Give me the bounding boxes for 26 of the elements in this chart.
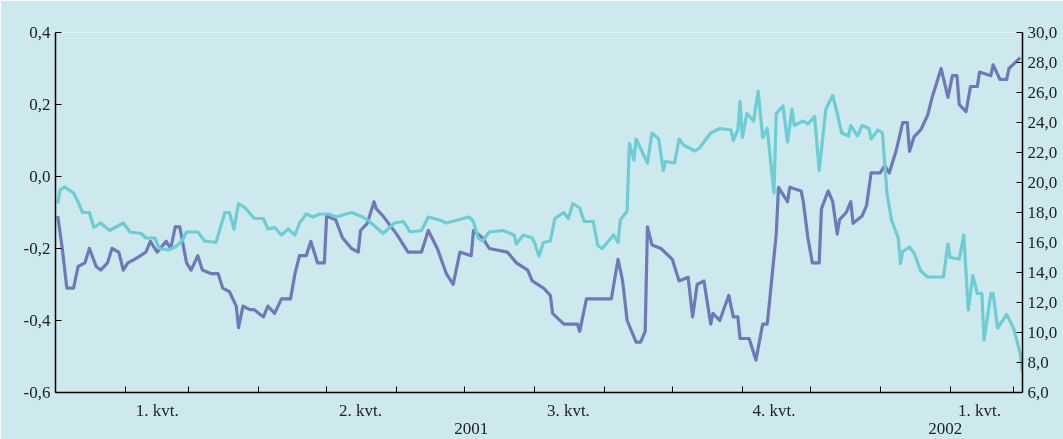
y2-tick-label: 14,0 [1027,263,1058,282]
y-tick-label: 0,2 [29,95,51,114]
y2-tick-label: 16,0 [1027,233,1058,252]
text: 2001 [454,418,489,438]
y-tick-label: -0,2 [23,239,51,258]
y2-tick-label: 26,0 [1027,83,1058,102]
x-tick-label: 2. kvt. [339,400,383,420]
y-tick-label: -0,4 [23,311,51,330]
y2-tick-label: 28,0 [1027,53,1058,72]
text: 2002 [928,418,963,438]
y2-tick-label: 22,0 [1027,143,1058,162]
y2-tick-label: 30,0 [1027,23,1058,42]
y2-tick-label: 20,0 [1027,173,1058,192]
y2-tick-label: 24,0 [1027,113,1058,132]
y2-tick-label: 10,0 [1027,323,1058,342]
y2-tick-label: 8,0 [1027,353,1049,372]
y2-tick-label: 18,0 [1027,203,1058,222]
y-tick-label: 0,4 [29,23,51,42]
y-tick-label: -0,6 [23,383,51,402]
x-tick-label: 3. kvt. [546,400,590,420]
y2-tick-label: 12,0 [1027,293,1058,312]
x-tick-label: 1. kvt. [958,400,1002,420]
y-tick-label: 0,0 [29,167,51,186]
y2-tick-label: 6,0 [1027,383,1049,402]
x-tick-label: 1. kvt. [135,400,179,420]
x-tick-label: 4. kvt. [752,400,796,420]
